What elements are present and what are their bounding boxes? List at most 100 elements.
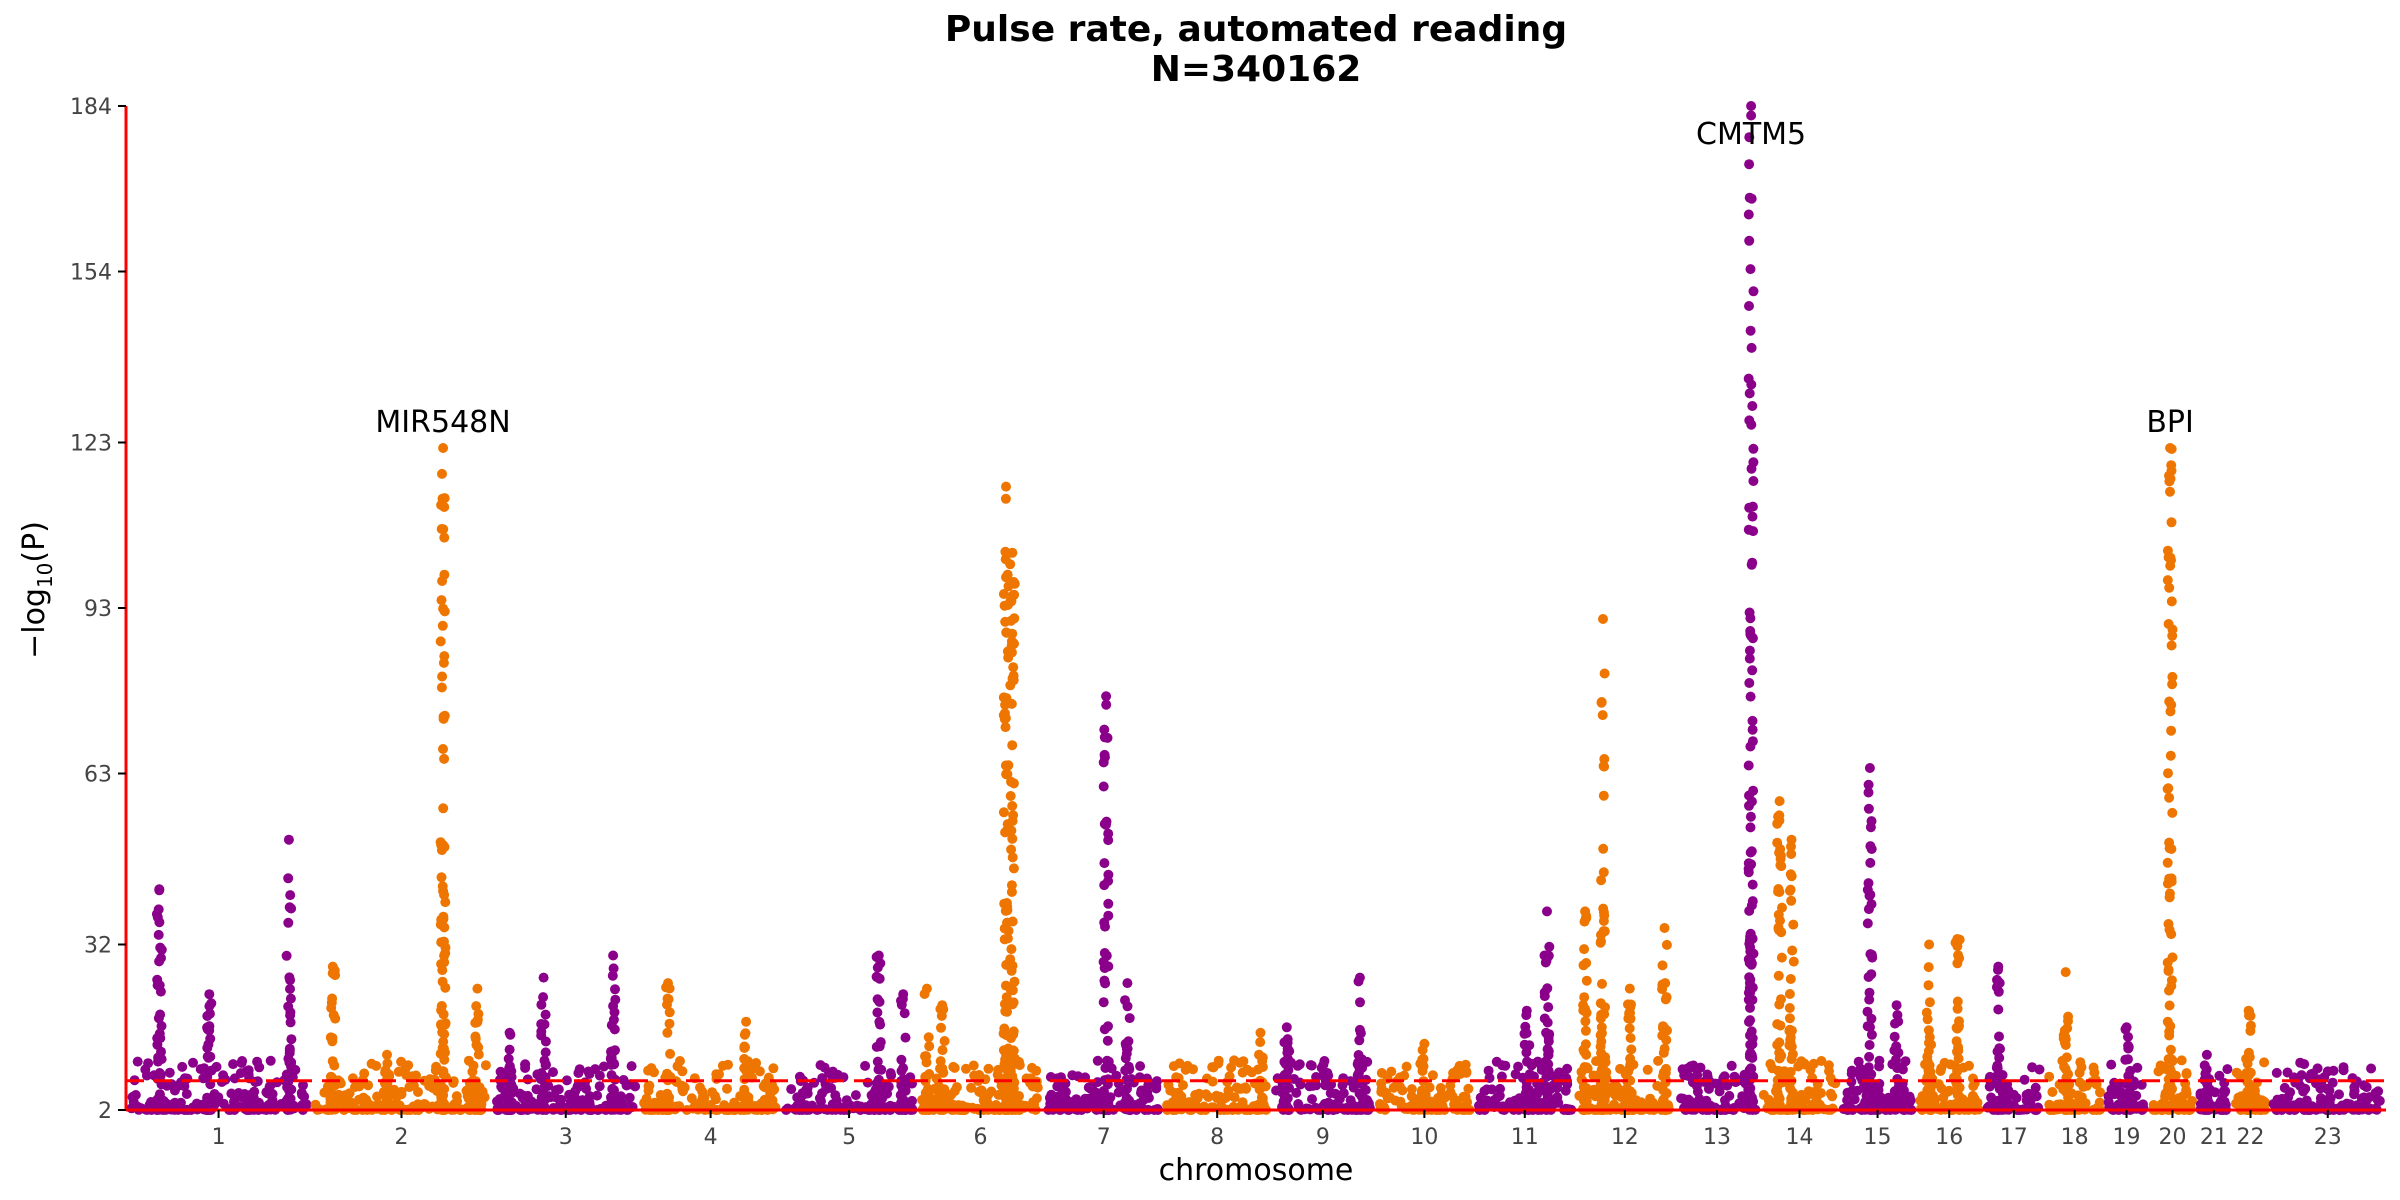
snp-point: [1746, 846, 1757, 857]
snp-point: [1103, 910, 1114, 921]
snp-point: [664, 1071, 675, 1082]
snp-point: [1748, 1071, 1759, 1082]
snp-point: [786, 1084, 797, 1095]
snp-point: [1745, 626, 1756, 636]
snp-point: [2076, 1062, 2087, 1073]
snp-point: [875, 1037, 886, 1048]
snp-point: [204, 1008, 215, 1019]
x-tick-label: 12: [1611, 1125, 1639, 1150]
snp-point: [2338, 1065, 2349, 1076]
snp-point: [436, 872, 447, 883]
snp-point: [437, 468, 447, 479]
snp-point: [1992, 1070, 2003, 1081]
snp-point: [1580, 1025, 1591, 1036]
snp-point: [1904, 1091, 1915, 1102]
snp-point: [1307, 1094, 1317, 1105]
peak-top-point: [327, 961, 338, 972]
peak-top-point: [1774, 796, 1785, 807]
snp-point: [662, 993, 673, 1004]
snp-point: [283, 917, 294, 928]
snp-point: [1418, 1053, 1429, 1064]
snp-point: [2061, 1052, 2072, 1063]
snp-point: [1744, 607, 1755, 618]
x-tick-label: 6: [973, 1125, 987, 1150]
x-tick-label: 19: [2113, 1125, 2141, 1150]
peak-top-point: [154, 884, 165, 895]
snp-point: [2179, 1099, 2190, 1110]
snp-point: [1720, 1100, 1731, 1111]
y-tick-label: 63: [84, 762, 112, 787]
snp-point: [1938, 1092, 1949, 1103]
snp-point: [2222, 1064, 2233, 1075]
x-tick-label: 2: [395, 1125, 409, 1150]
snp-point: [644, 1080, 655, 1091]
snp-point: [1747, 724, 1758, 735]
snp-point: [2164, 843, 2175, 854]
snp-point: [1176, 1091, 1187, 1102]
snp-point: [624, 1092, 635, 1103]
snp-point: [695, 1082, 705, 1093]
snp-point: [968, 1060, 979, 1071]
snp-point: [1445, 1080, 1456, 1091]
snp-point: [1596, 875, 1607, 886]
snp-point: [2165, 1065, 2176, 1076]
snp-point: [998, 807, 1009, 818]
snp-point: [2374, 1095, 2385, 1106]
snp-point: [2245, 1067, 2256, 1078]
snp-point: [1007, 852, 1018, 863]
snp-point: [1354, 1024, 1365, 1035]
snp-point: [1636, 1097, 1647, 1108]
snp-point: [2164, 792, 2175, 803]
snp-point: [1745, 325, 1756, 336]
snp-point: [677, 1066, 688, 1077]
snp-point: [1657, 1023, 1668, 1033]
peak-top-point: [898, 989, 909, 1000]
snp-point: [326, 1003, 337, 1013]
snp-point: [1864, 1040, 1875, 1050]
snp-point: [2334, 1089, 2344, 1100]
snp-point: [850, 1090, 861, 1101]
snp-point: [1091, 1096, 1102, 1106]
snp-point: [1214, 1091, 1225, 1102]
snp-point: [740, 1096, 751, 1106]
snp-point: [1007, 816, 1018, 826]
snp-point: [873, 972, 883, 983]
snp-point: [1773, 1065, 1784, 1076]
snp-point: [177, 1061, 188, 1072]
snp-point: [1376, 1083, 1387, 1094]
snp-point: [707, 1087, 718, 1098]
snp-point: [1744, 653, 1755, 664]
snp-point: [229, 1095, 240, 1106]
snp-point: [1773, 970, 1784, 981]
snp-point: [568, 1095, 579, 1106]
snp-point: [608, 1014, 619, 1025]
snp-point: [1092, 1055, 1103, 1066]
snp-point: [2165, 552, 2176, 563]
snp-point: [610, 984, 620, 995]
snp-point: [897, 1084, 908, 1095]
snp-point: [504, 1044, 515, 1055]
y-tick-label: 32: [84, 934, 112, 959]
snp-point: [437, 671, 448, 682]
snp-point: [284, 1043, 295, 1054]
snp-point: [1006, 944, 1017, 955]
snp-point: [2123, 1087, 2134, 1098]
peak-top-point: [1891, 1000, 1902, 1011]
snp-point: [1726, 1060, 1737, 1071]
snp-point: [936, 1010, 947, 1021]
snp-point: [1744, 645, 1755, 656]
snp-point: [939, 1084, 950, 1095]
snp-point: [896, 1054, 907, 1065]
snp-point: [155, 942, 166, 953]
snp-point: [2167, 671, 2178, 682]
snp-point: [739, 1029, 750, 1040]
snp-point: [2047, 1087, 2058, 1097]
snp-point: [1625, 1058, 1636, 1069]
snp-point: [1626, 1044, 1637, 1055]
snp-point: [1352, 1070, 1363, 1081]
snp-point: [1954, 953, 1965, 964]
snp-point: [1544, 1029, 1555, 1040]
snp-point: [2095, 1087, 2105, 1098]
x-tick-label: 18: [2061, 1125, 2089, 1150]
snp-point: [900, 1032, 911, 1043]
